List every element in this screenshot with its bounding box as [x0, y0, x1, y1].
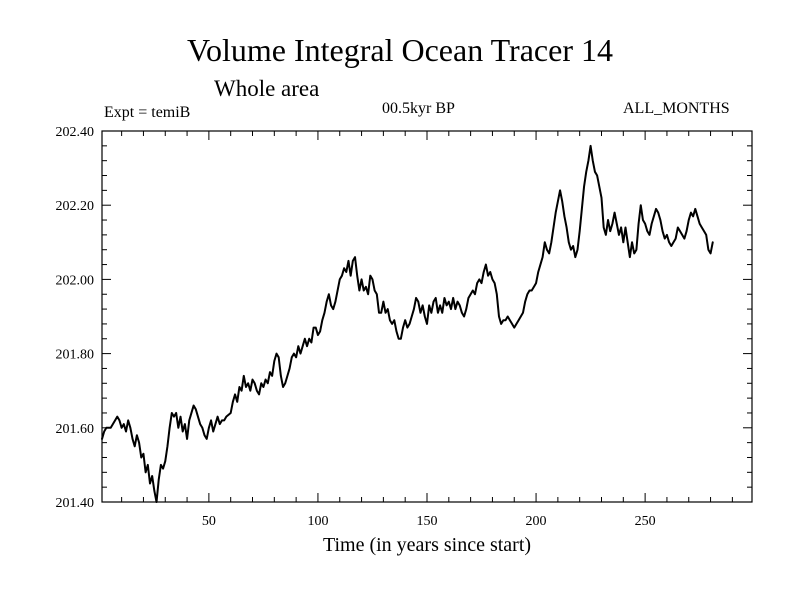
y-tick-label: 201.80 — [56, 348, 95, 363]
series-line — [101, 144, 714, 503]
tick-labels: 50 100 150 200 250 201.40 201.60 201.80 202.00 20… — [56, 125, 656, 529]
x-tick-label: 50 — [202, 514, 216, 529]
series-group — [101, 144, 714, 503]
x-axis-label: Time (in years since start) — [322, 534, 532, 556]
experiment-label: Expt = temiB — [104, 104, 191, 121]
y-tick-label: 202.00 — [56, 273, 95, 288]
y-tick-label: 202.20 — [56, 199, 95, 214]
x-tick-label: 150 — [417, 514, 438, 529]
x-tick-label: 100 — [307, 514, 328, 529]
axis-ticks — [102, 131, 752, 502]
y-tick-label: 202.40 — [56, 125, 95, 140]
x-tick-label: 200 — [526, 514, 547, 529]
x-tick-label: 250 — [635, 514, 656, 529]
months-label: ALL_MONTHS — [623, 100, 730, 117]
chart-title: Volume Integral Ocean Tracer 14 — [187, 32, 613, 68]
y-tick-label: 201.60 — [56, 422, 95, 437]
chart-subtitle: Whole area — [214, 76, 320, 101]
y-tick-label: 201.40 — [56, 496, 95, 511]
period-label: 00.5kyr BP — [382, 100, 455, 117]
